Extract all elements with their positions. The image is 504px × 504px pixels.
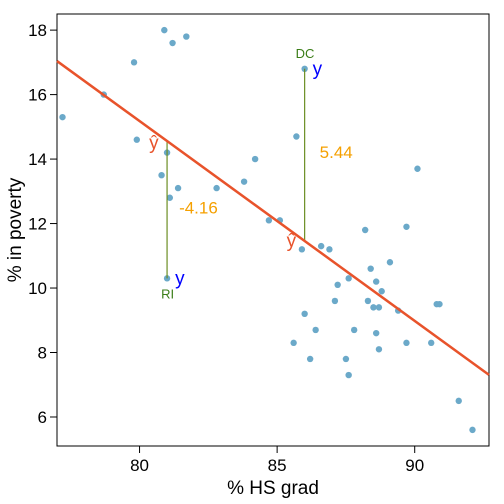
data-point (331, 297, 339, 305)
x-tick-label: 90 (405, 456, 424, 475)
data-point (367, 265, 374, 272)
y-tick-label: 10 (28, 279, 47, 298)
x-tick-label: 85 (268, 456, 287, 475)
data-point (306, 355, 314, 363)
x-axis-title: % HS grad (227, 478, 319, 499)
data-point (378, 288, 385, 295)
y-tick-label: 18 (28, 21, 47, 40)
data-point (345, 275, 352, 282)
plot-frame (56, 13, 490, 447)
data-point (361, 226, 369, 234)
data-points (59, 26, 476, 434)
data-point (317, 242, 325, 250)
data-point (372, 329, 380, 337)
data-point (345, 371, 352, 379)
y-tick-label: 6 (38, 408, 47, 427)
data-point (213, 184, 220, 192)
ri-y-label: y (175, 268, 185, 289)
data-point (183, 33, 190, 40)
ri-yhat-label: ŷ (149, 133, 159, 154)
data-point (414, 165, 421, 172)
regression-line (56, 60, 490, 376)
data-point (334, 281, 341, 289)
data-point (372, 278, 380, 285)
data-point (174, 184, 182, 192)
dc-yhat-label: ŷ (287, 231, 297, 252)
y-tick-label: 12 (28, 215, 47, 234)
data-point (350, 326, 358, 334)
x-tick-label: 80 (130, 456, 149, 475)
dc-residual-value: 5.44 (320, 143, 353, 162)
data-point (133, 136, 140, 143)
data-point (169, 39, 176, 47)
data-point (370, 304, 377, 311)
annotations: DC y ŷ 5.44 RI y ŷ -4.16 (149, 46, 353, 302)
data-point (386, 259, 394, 266)
data-point (375, 346, 383, 353)
dc-y-label: y (313, 59, 323, 80)
y-tick-label: 16 (28, 86, 47, 105)
data-point (403, 339, 410, 347)
data-point (161, 26, 168, 34)
y-tick-label: 14 (28, 150, 47, 169)
data-point (312, 326, 319, 334)
data-point (455, 397, 462, 405)
data-point (301, 310, 308, 318)
data-point (166, 194, 174, 201)
data-point (469, 426, 476, 434)
data-point (265, 217, 273, 224)
data-point (364, 297, 372, 305)
data-point (298, 246, 306, 253)
data-point (130, 59, 138, 66)
data-point (436, 300, 443, 308)
data-point (428, 339, 435, 347)
y-tick-label: 8 (38, 344, 47, 363)
data-point (59, 113, 66, 121)
y-axis-title: % in poverty (5, 177, 26, 282)
x-axis: 80 85 90 (130, 446, 424, 475)
data-point (290, 339, 297, 347)
residual-lines (166, 68, 306, 279)
data-point (293, 133, 300, 140)
data-point (403, 223, 410, 230)
ri-residual-value: -4.16 (179, 199, 218, 218)
dc-state-label: DC (296, 46, 315, 61)
ri-state-label: RI (161, 286, 174, 301)
data-point (158, 171, 165, 179)
y-axis: 6 8 10 12 14 16 18 (28, 21, 57, 427)
data-point (342, 355, 350, 363)
data-point (240, 178, 248, 185)
data-point (326, 246, 333, 253)
data-point (251, 155, 259, 163)
regression-line-group (56, 60, 490, 376)
data-point (375, 304, 383, 311)
